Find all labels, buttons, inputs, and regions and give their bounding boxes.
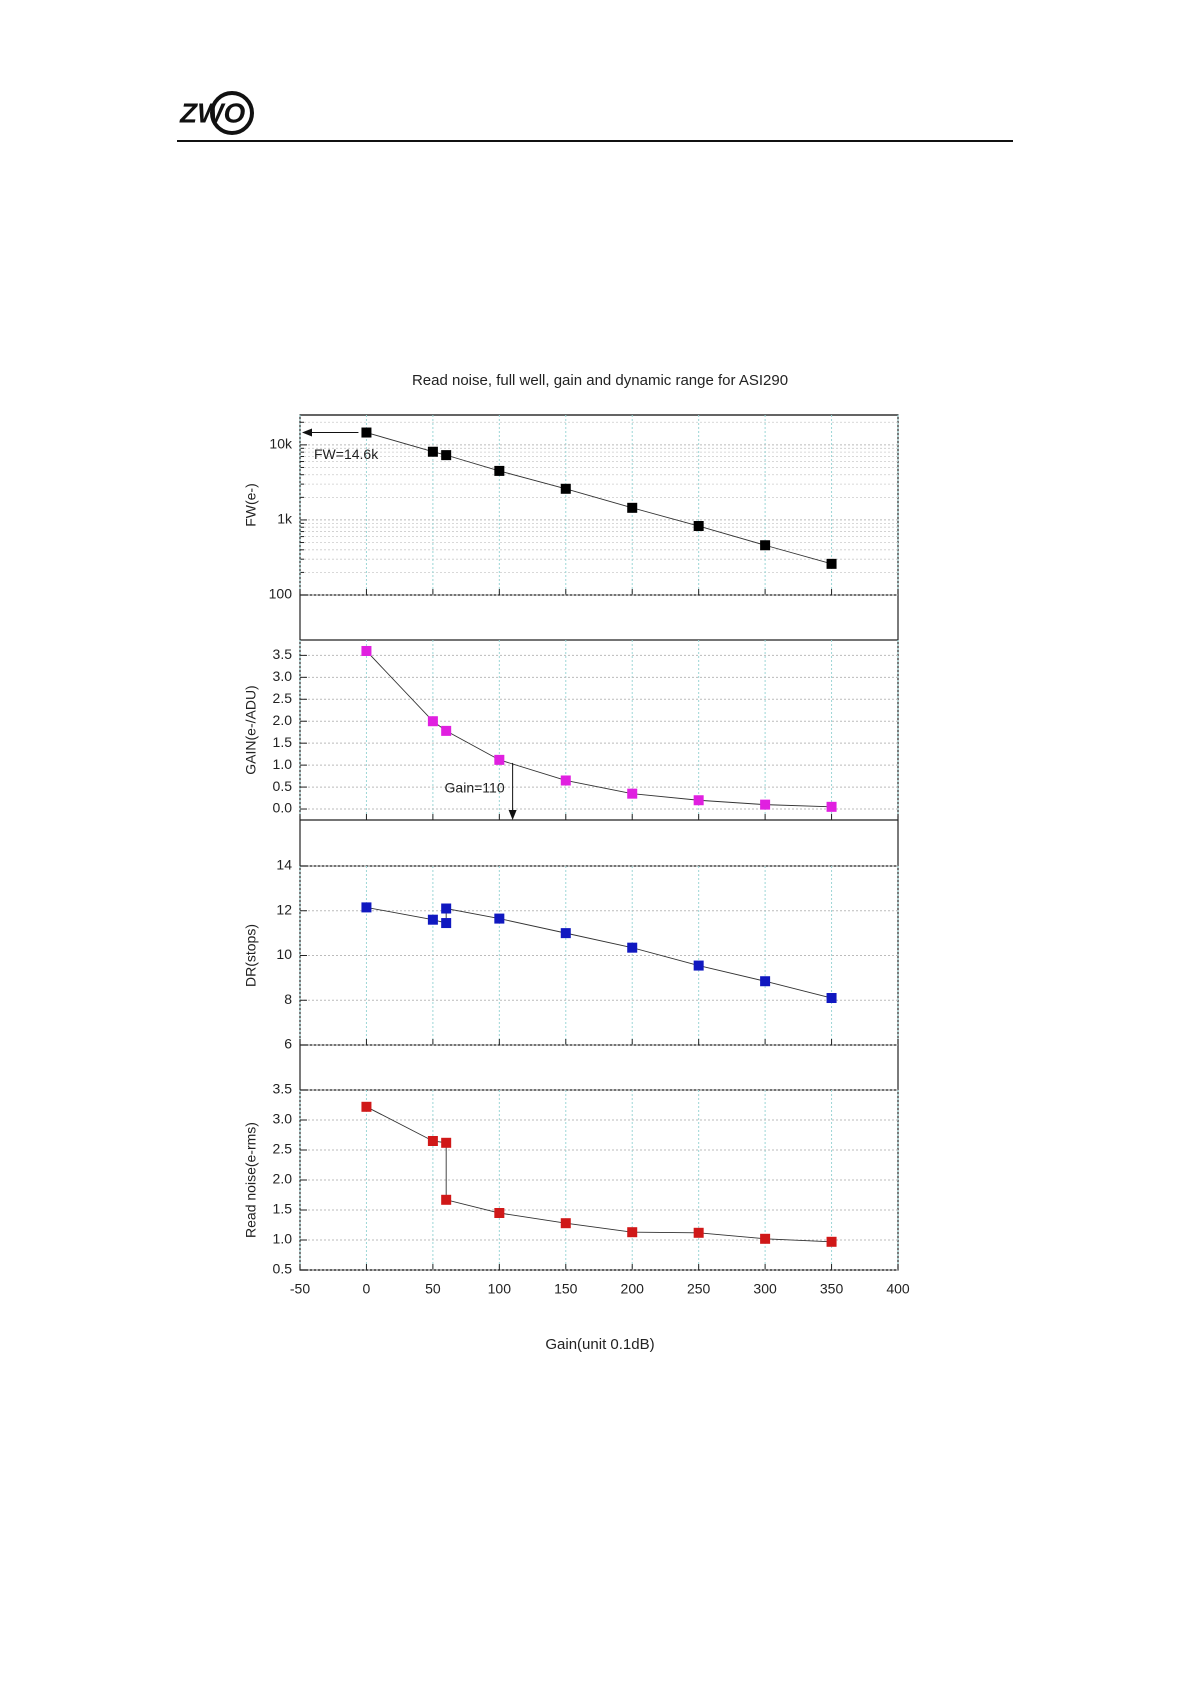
data-point <box>427 446 438 457</box>
data-point <box>441 903 452 914</box>
data-point <box>494 465 505 476</box>
x-tick-label: 250 <box>687 1281 711 1297</box>
y-axis-label: GAIN(e-/ADU) <box>243 685 259 774</box>
series-line <box>366 650 832 808</box>
data-point <box>427 716 438 727</box>
x-tick-label: 0 <box>363 1281 371 1297</box>
data-point <box>560 1218 571 1229</box>
y-tick-label: 1k <box>277 511 293 527</box>
data-point <box>427 914 438 925</box>
x-tick-label: 400 <box>886 1281 910 1297</box>
data-point <box>693 1227 704 1238</box>
data-point <box>494 913 505 924</box>
y-tick-label: 0.5 <box>273 778 293 794</box>
y-tick-label: 0.5 <box>273 1261 293 1277</box>
data-point <box>560 775 571 786</box>
y-tick-label: 6 <box>284 1036 292 1052</box>
y-axis-label: DR(stops) <box>243 924 259 987</box>
data-point <box>826 1236 837 1247</box>
data-point <box>627 788 638 799</box>
x-tick-label: 300 <box>753 1281 777 1297</box>
plot-frame <box>299 414 899 1271</box>
y-tick-label: 1.0 <box>273 756 293 772</box>
data-point <box>441 725 452 736</box>
series-line <box>366 906 832 999</box>
x-tick-label: 200 <box>621 1281 645 1297</box>
annotation: Gain=110 <box>445 780 505 796</box>
y-axis-label: Read noise(e-rms) <box>243 1122 259 1238</box>
y-tick-label: 10 <box>276 946 292 962</box>
y-tick-label: 2.5 <box>273 690 293 706</box>
y-tick-label: 2.5 <box>273 1141 293 1157</box>
data-point <box>494 754 505 765</box>
data-point <box>627 502 638 513</box>
x-tick-label: 100 <box>488 1281 512 1297</box>
data-point <box>760 540 771 551</box>
y-tick-label: 2.0 <box>273 1171 293 1187</box>
x-tick-label: 150 <box>554 1281 578 1297</box>
data-point <box>693 795 704 806</box>
y-tick-label: 3.5 <box>273 646 293 662</box>
series-line <box>366 1106 832 1243</box>
y-axis-label: FW(e-) <box>243 483 259 527</box>
data-point <box>560 928 571 939</box>
data-point <box>494 1208 505 1218</box>
y-tick-label: 8 <box>284 991 292 1007</box>
data-point <box>760 1233 771 1244</box>
data-point <box>760 976 771 987</box>
data-point <box>693 960 704 971</box>
y-tick-label: 3.5 <box>273 1081 293 1097</box>
x-tick-label: 350 <box>820 1281 844 1297</box>
y-tick-label: 10k <box>269 436 293 452</box>
annotation: FW=14.6k <box>314 446 379 462</box>
y-tick-label: 1.5 <box>273 734 293 750</box>
logo-ring <box>210 91 254 135</box>
data-point <box>441 1194 452 1205</box>
data-point <box>693 521 704 532</box>
data-point <box>441 918 452 929</box>
chart-title: Read noise, full well, gain and dynamic … <box>412 372 788 389</box>
data-point <box>361 1101 372 1112</box>
data-point <box>361 427 372 438</box>
data-point <box>627 942 638 953</box>
y-tick-label: 0.0 <box>273 800 293 816</box>
data-point <box>826 801 837 812</box>
y-tick-label: 1.0 <box>273 1231 293 1247</box>
y-tick-label: 100 <box>269 586 293 602</box>
data-point <box>361 902 372 913</box>
arrow-head <box>508 810 517 820</box>
data-point <box>441 1137 452 1148</box>
data-point <box>560 483 571 494</box>
logo-text: ZWO <box>179 97 246 128</box>
x-tick-label: 50 <box>425 1281 441 1297</box>
data-point <box>427 1136 438 1146</box>
data-point <box>826 558 837 569</box>
y-tick-label: 14 <box>276 857 292 873</box>
y-tick-label: 3.0 <box>273 1111 293 1127</box>
logo: ZWO <box>179 91 254 135</box>
data-point <box>361 645 372 656</box>
y-tick-label: 2.0 <box>273 712 293 728</box>
arrow-head <box>302 428 312 437</box>
data-point <box>627 1227 638 1238</box>
data-point <box>441 450 452 461</box>
y-tick-label: 3.0 <box>273 668 293 684</box>
data-point <box>826 993 837 1004</box>
x-tick-label: -50 <box>290 1281 310 1297</box>
y-tick-label: 1.5 <box>273 1201 293 1217</box>
data-point <box>760 799 771 810</box>
y-tick-label: 12 <box>276 901 292 917</box>
x-axis-label: Gain(unit 0.1dB) <box>545 1336 654 1353</box>
